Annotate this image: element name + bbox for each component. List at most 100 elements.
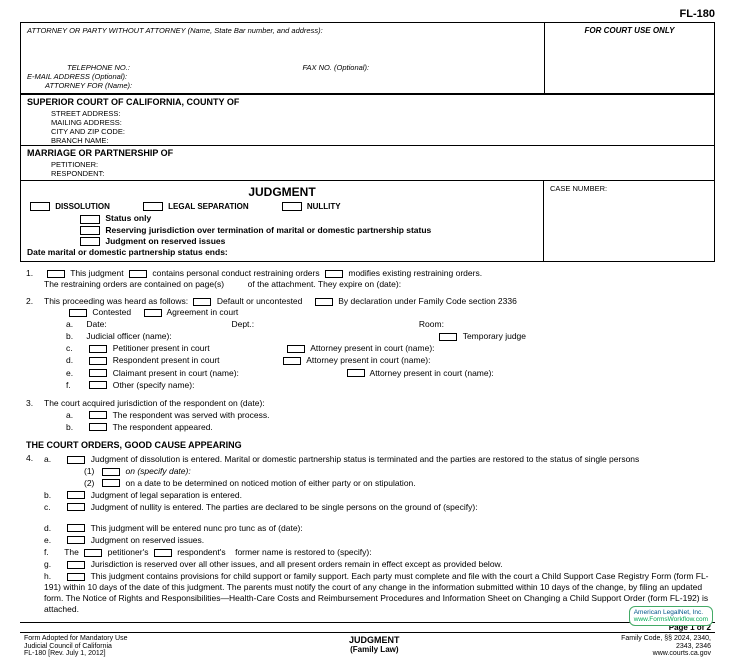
fax-label: FAX NO. (Optional):	[303, 63, 370, 72]
item4-f-the: The	[64, 547, 79, 557]
item4-e-checkbox[interactable]	[67, 536, 85, 544]
item2-a-date: Date:	[86, 319, 106, 329]
item4-d-checkbox[interactable]	[67, 524, 85, 532]
item2-agreement-checkbox[interactable]	[144, 309, 162, 317]
item4-h-checkbox[interactable]	[67, 573, 85, 581]
legalsep-checkbox[interactable]	[143, 202, 163, 211]
item4-f-pet-checkbox[interactable]	[84, 549, 102, 557]
item2-b-judicial: Judicial officer (name):	[86, 331, 171, 341]
item-3-num: 3.	[26, 398, 44, 434]
petitioner-label: PETITIONER:	[21, 160, 714, 169]
item4-c: Judgment of nullity is entered. The part…	[91, 502, 478, 512]
item4-b-checkbox[interactable]	[67, 491, 85, 499]
reserving-checkbox[interactable]	[80, 226, 100, 235]
court-title: SUPERIOR COURT OF CALIFORNIA, COUNTY OF	[21, 95, 714, 109]
footer-left-3: FL-180 [Rev. July 1, 2012]	[24, 650, 128, 658]
item2-contested: Contested	[92, 307, 131, 317]
branch-label: BRANCH NAME:	[21, 136, 714, 145]
court-section: SUPERIOR COURT OF CALIFORNIA, COUNTY OF …	[21, 94, 714, 145]
item2-contested-checkbox[interactable]	[69, 309, 87, 317]
reserved-issues-checkbox[interactable]	[80, 237, 100, 246]
mailing-label: MAILING ADDRESS:	[21, 118, 714, 127]
item3-a-checkbox[interactable]	[89, 411, 107, 419]
court-orders-heading: THE COURT ORDERS, GOOD CAUSE APPEARING	[26, 440, 709, 452]
item2-e-atty: Attorney present in court (name):	[370, 368, 494, 378]
item1-contains-checkbox[interactable]	[129, 270, 147, 278]
item2-b-temp-checkbox[interactable]	[439, 333, 457, 341]
item2-bydecl: By declaration under Family Code section…	[338, 296, 517, 306]
item2-f-other: Other (specify name):	[113, 380, 195, 390]
item3-lead: The court acquired jurisdiction of the r…	[44, 398, 265, 408]
judgment-row: JUDGMENT DISSOLUTION LEGAL SEPARATION NU…	[21, 180, 714, 261]
item2-c-checkbox[interactable]	[89, 345, 107, 353]
nullity-checkbox[interactable]	[282, 202, 302, 211]
item2-b-temp: Temporary judge	[463, 331, 526, 341]
item2-d-atty-checkbox[interactable]	[283, 357, 301, 365]
court-use-only: FOR COURT USE ONLY	[544, 23, 714, 93]
item2-default: Default or uncontested	[217, 296, 303, 306]
item4-a1: on (specify date):	[126, 466, 191, 476]
footer-right: Family Code, §§ 2024, 2340, 2343, 2346 w…	[621, 635, 711, 658]
email-label: E-MAIL ADDRESS (Optional):	[27, 72, 538, 81]
form-number: FL-180	[20, 8, 715, 20]
item1-judgment-checkbox[interactable]	[47, 270, 65, 278]
judgment-type-options: DISSOLUTION LEGAL SEPARATION NULLITY	[27, 202, 537, 211]
item4-a-checkbox[interactable]	[67, 456, 85, 464]
case-number-box: CASE NUMBER:	[544, 181, 714, 261]
item1-a: This judgment	[70, 268, 123, 278]
street-label: STREET ADDRESS:	[21, 109, 714, 118]
item4-g-checkbox[interactable]	[67, 561, 85, 569]
item4-a2: on a date to be determined on noticed mo…	[126, 478, 416, 488]
item2-c-atty-checkbox[interactable]	[287, 345, 305, 353]
item1-modifies-checkbox[interactable]	[325, 270, 343, 278]
legalnet-logo: American LegalNet, Inc. www.FormsWorkflo…	[629, 606, 713, 626]
item4-a1-checkbox[interactable]	[102, 468, 120, 476]
item1-c: modifies existing restraining orders.	[348, 268, 482, 278]
item2-e-atty-checkbox[interactable]	[347, 369, 365, 377]
attorney-hint: (Name, State Bar number, and address):	[188, 26, 323, 35]
form-outer-box: ATTORNEY OR PARTY WITHOUT ATTORNEY (Name…	[20, 22, 715, 262]
attorney-label: ATTORNEY OR PARTY WITHOUT ATTORNEY	[27, 26, 186, 35]
dissolution-checkbox[interactable]	[30, 202, 50, 211]
footer-right-2: 2343, 2346	[621, 643, 711, 651]
item4-f-resp-checkbox[interactable]	[154, 549, 172, 557]
item2-d-resp: Respondent present in court	[113, 355, 220, 365]
item2-c-pet: Petitioner present in court	[113, 343, 210, 353]
logo-line2: www.FormsWorkflow.com	[634, 616, 708, 623]
item4-c-checkbox[interactable]	[67, 503, 85, 511]
item4-h: This judgment contains provisions for ch…	[44, 571, 709, 614]
item2-agreement: Agreement in court	[166, 307, 238, 317]
page-number: Page 1 of 2	[20, 622, 715, 632]
logo-line1: American LegalNet, Inc.	[634, 609, 708, 616]
dissolution-label: DISSOLUTION	[55, 202, 110, 211]
item3-b: The respondent appeared.	[113, 422, 213, 432]
reserved-issues-label: Judgment on reserved issues	[105, 236, 225, 246]
footer-right-3: www.courts.ca.gov	[621, 650, 711, 658]
header-row: ATTORNEY OR PARTY WITHOUT ATTORNEY (Name…	[21, 23, 714, 94]
parties-section: MARRIAGE OR PARTNERSHIP OF PETITIONER: R…	[21, 145, 714, 180]
status-only-checkbox[interactable]	[80, 215, 100, 224]
item2-a-room: Room:	[419, 319, 444, 329]
item-2: 2. This proceeding was heard as follows:…	[26, 296, 709, 391]
item2-bydecl-checkbox[interactable]	[315, 298, 333, 306]
item2-d-atty: Attorney present in court (name):	[306, 355, 430, 365]
item2-f-checkbox[interactable]	[89, 381, 107, 389]
item3-b-checkbox[interactable]	[89, 423, 107, 431]
item2-e-checkbox[interactable]	[89, 369, 107, 377]
item1-d: The restraining orders are contained on …	[44, 279, 224, 289]
reserving-label: Reserving jurisdiction over termination …	[105, 225, 431, 235]
item4-g: Jurisdiction is reserved over all other …	[91, 559, 503, 569]
item2-default-checkbox[interactable]	[193, 298, 211, 306]
cityzip-label: CITY AND ZIP CODE:	[21, 127, 714, 136]
item-1: 1. This judgment contains personal condu…	[26, 268, 709, 290]
item3-a: The respondent was served with process.	[113, 410, 270, 420]
footer-left-2: Judicial Council of California	[24, 643, 128, 651]
item4-a2-checkbox[interactable]	[102, 479, 120, 487]
item1-b: contains personal conduct restraining or…	[152, 268, 319, 278]
item2-d-checkbox[interactable]	[89, 357, 107, 365]
legalsep-label: LEGAL SEPARATION	[168, 202, 248, 211]
nullity-label: NULLITY	[307, 202, 341, 211]
date-ends-label: Date marital or domestic partnership sta…	[27, 247, 537, 257]
item-3: 3. The court acquired jurisdiction of th…	[26, 398, 709, 434]
item-4-num: 4.	[26, 453, 44, 616]
